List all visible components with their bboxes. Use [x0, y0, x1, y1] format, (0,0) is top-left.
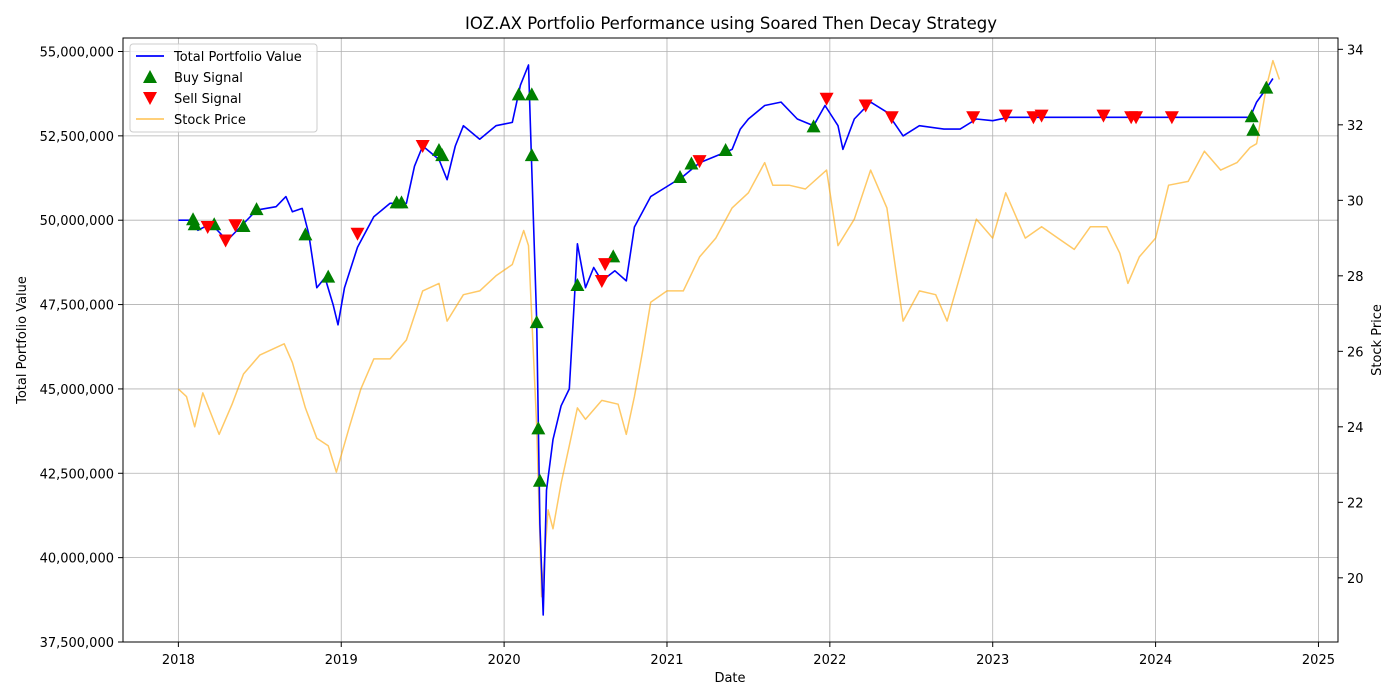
y-tick-label: 37,500,000 — [40, 636, 114, 651]
legend-label: Sell Signal — [174, 92, 242, 107]
x-tick-label: 2025 — [1302, 653, 1335, 668]
y2-tick-label: 20 — [1347, 572, 1364, 587]
y-axis-left: 37,500,000 40,000,000 42,500,000 45,000,000… — [40, 45, 123, 651]
y-axis-right: 20 22 24 26 28 30 32 34 — [1338, 43, 1364, 587]
legend-buy-swatch — [143, 70, 157, 83]
legend-label: Stock Price — [174, 113, 246, 128]
sell-signal-marker — [998, 109, 1013, 123]
buy-signal-marker — [298, 227, 313, 241]
y-axis-label: Total Portfolio Value — [15, 276, 30, 405]
buy-signal-marker — [529, 315, 544, 329]
y-tick-label: 47,500,000 — [40, 299, 114, 314]
portfolio-value-path — [178, 64, 1274, 616]
y2-tick-label: 32 — [1347, 119, 1364, 134]
sell-signal-marker — [884, 111, 899, 125]
x-tick-label: 2022 — [813, 653, 846, 668]
x-tick-label: 2020 — [488, 653, 521, 668]
y2-axis-label: Stock Price — [1370, 304, 1385, 376]
x-tick-label: 2023 — [976, 653, 1009, 668]
x-axis-label: Date — [714, 671, 745, 686]
sell-signal-marker — [594, 274, 609, 288]
buy-signal-marker — [1259, 80, 1274, 94]
y2-tick-label: 24 — [1347, 421, 1364, 436]
buy-signal-marker — [435, 148, 450, 162]
sell-signal-marker — [1026, 111, 1041, 125]
signal-markers — [186, 80, 1274, 487]
y-tick-label: 52,500,000 — [40, 130, 114, 145]
legend: Total Portfolio Value Buy Signal Sell Sign… — [129, 43, 318, 133]
y-tick-label: 42,500,000 — [40, 467, 114, 482]
x-tick-label: 2024 — [1139, 653, 1172, 668]
buy-signal-marker — [524, 87, 539, 101]
y2-tick-label: 22 — [1347, 496, 1364, 511]
sell-signal-marker — [200, 220, 215, 234]
buy-signal-marker — [1244, 109, 1259, 123]
sell-signal-marker — [1164, 111, 1179, 125]
buy-signal-marker — [570, 278, 585, 292]
y2-tick-label: 30 — [1347, 194, 1364, 209]
x-tick-label: 2019 — [325, 653, 358, 668]
sell-signal-marker — [966, 111, 981, 125]
buy-signal-marker — [321, 269, 336, 283]
x-tick-label: 2018 — [162, 653, 195, 668]
buy-signal-marker — [531, 421, 546, 435]
buy-signal-marker — [684, 156, 699, 170]
sell-signal-marker — [350, 227, 365, 241]
buy-signal-marker — [532, 473, 547, 487]
portfolio-value-line — [178, 64, 1274, 616]
buy-signal-marker — [511, 87, 526, 101]
legend-box — [129, 43, 318, 133]
x-tick-label: 2021 — [650, 653, 683, 668]
buy-signal-marker — [236, 218, 251, 232]
y-tick-label: 45,000,000 — [40, 383, 114, 398]
buy-signal-marker — [249, 202, 264, 216]
y2-tick-label: 28 — [1347, 270, 1364, 285]
buy-signal-marker — [806, 119, 821, 133]
buy-signal-marker — [718, 143, 733, 157]
buy-signal-marker — [524, 148, 539, 162]
y-tick-label: 55,000,000 — [40, 45, 114, 60]
sell-signal-marker — [692, 155, 707, 169]
sell-signal-marker — [1129, 111, 1144, 125]
chart-title: IOZ.AX Portfolio Performance using Soare… — [465, 14, 997, 33]
stock-price-path — [177, 59, 1281, 598]
buy-signal-marker — [394, 195, 409, 209]
legend-label: Buy Signal — [174, 71, 243, 86]
x-axis: 2018 2019 2020 2021 2022 2023 2024 2025 — [162, 642, 1335, 668]
sell-signal-marker — [218, 234, 233, 248]
sell-signal-marker — [228, 219, 243, 233]
y2-tick-label: 34 — [1347, 43, 1364, 58]
legend-label: Total Portfolio Value — [173, 50, 302, 65]
buy-signal-marker — [187, 217, 202, 231]
sell-signal-marker — [1034, 109, 1049, 123]
stock-price-line — [177, 59, 1281, 598]
sell-signal-marker — [598, 258, 613, 272]
sell-signal-marker — [1096, 109, 1111, 123]
y2-tick-label: 26 — [1347, 345, 1364, 360]
legend-sell-swatch — [143, 92, 157, 105]
sell-signal-marker — [858, 99, 873, 113]
grid — [123, 38, 1338, 643]
plot-area-frame — [122, 37, 1339, 643]
sell-signal-marker — [415, 139, 430, 153]
buy-signal-marker — [673, 170, 688, 184]
buy-signal-marker — [1246, 122, 1261, 136]
sell-signal-marker — [819, 92, 834, 106]
y-tick-label: 50,000,000 — [40, 214, 114, 229]
y-tick-label: 40,000,000 — [40, 552, 114, 567]
